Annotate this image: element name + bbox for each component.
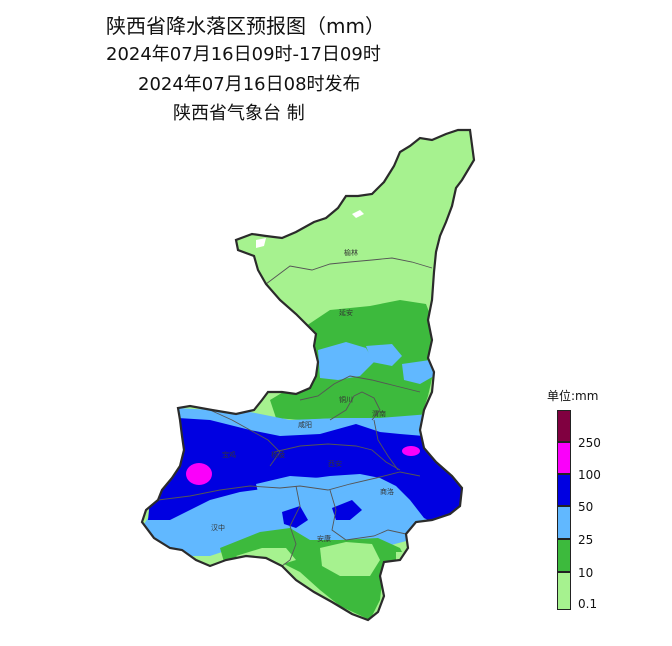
legend-swatch-250 (557, 410, 571, 442)
legend-swatch-10 (557, 539, 571, 572)
city-label: 商洛 (380, 487, 394, 496)
city-label: 榆林 (344, 248, 358, 257)
legend-swatch-0.1 (557, 572, 571, 610)
legend-label-250: 250 (578, 436, 601, 450)
city-label: 咸阳 (298, 420, 312, 429)
city-label: 宝鸡 (222, 450, 236, 459)
legend-title: 单位:mm (547, 389, 599, 403)
city-label: 安康 (317, 534, 331, 543)
city-label: 汉中 (211, 523, 225, 532)
legend-label-50: 50 (578, 500, 594, 514)
legend-swatch-25 (557, 506, 571, 539)
map-title: 陕西省降水落区预报图（mm） (106, 14, 385, 38)
city-labels: 榆林 延安 铜川 渭南 咸阳 宝鸡 杨凌 西安 商洛 汉中 安康 (211, 248, 394, 543)
city-label: 延安 (339, 308, 353, 317)
legend-label-0.1: 0.1 (578, 597, 598, 611)
legend-label-10: 10 (578, 566, 594, 580)
legend-label-25: 25 (578, 533, 594, 547)
legend-swatch-100 (557, 442, 571, 474)
prefecture-boundaries (157, 257, 433, 567)
city-label: 铜川 (339, 395, 353, 404)
issue-time: 2024年07月16日08时发布 (138, 74, 361, 95)
city-label: 杨凌 (271, 450, 285, 459)
legend-swatch-50 (557, 474, 571, 506)
city-label: 西安 (328, 459, 342, 468)
issuer: 陕西省气象台 制 (173, 103, 305, 124)
forecast-period: 2024年07月16日09时-17日09时 (106, 44, 381, 65)
legend-label-100: 100 (578, 468, 601, 482)
city-label: 渭南 (372, 409, 386, 418)
